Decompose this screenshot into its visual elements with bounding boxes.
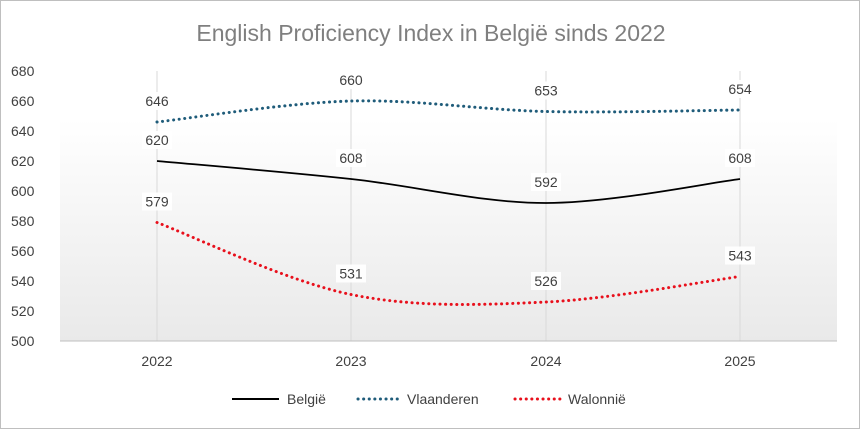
svg-text:608: 608 [728,150,752,166]
svg-text:608: 608 [339,150,363,166]
y-tick-label-520: 520 [11,303,35,319]
svg-text:620: 620 [145,132,169,148]
svg-text:592: 592 [534,174,558,190]
series-line-vlaanderen [155,99,742,124]
data-label-walonnie-2023: 531 [336,264,366,283]
svg-text:654: 654 [728,81,752,97]
data-label-walonnie-2022: 579 [142,192,172,211]
y-tick-label-680: 680 [11,63,35,79]
y-tick-label-660: 660 [11,93,35,109]
data-label-vlaanderen-2023: 660 [336,71,366,89]
svg-text:Walonnië: Walonnië [568,391,626,407]
data-label-belgie-2022: 620 [142,131,172,149]
data-label-vlaanderen-2022: 646 [142,92,172,110]
svg-text:543: 543 [728,248,752,264]
data-label-belgie-2024: 592 [531,173,561,191]
x-tick-label-2025: 2025 [724,353,755,369]
y-tick-label-500: 500 [11,333,35,349]
y-tick-label-560: 560 [11,243,35,259]
axis-layer: 2022 2023 2024 2025 500 520 540 560 580 600 620 640… [11,63,837,369]
y-tick-label-580: 580 [11,213,35,229]
x-tick-label-2023: 2023 [335,353,366,369]
legend-item-walonnie: Walonnië [513,391,626,407]
svg-text:België: België [287,391,326,407]
y-tick-label-540: 540 [11,273,35,289]
legend-item-belgie: België [232,391,326,407]
data-label-belgie-2023: 608 [336,149,366,167]
data-label-walonnie-2024: 526 [531,272,561,290]
data-label-vlaanderen-2025: 654 [725,80,755,98]
svg-text:660: 660 [339,72,363,88]
y-tick-label-600: 600 [11,183,35,199]
svg-text:526: 526 [534,273,558,289]
svg-text:531: 531 [339,266,363,282]
y-tick-label-620: 620 [11,153,35,169]
legend-item-vlaanderen: Vlaanderen [356,391,479,407]
data-label-vlaanderen-2024: 653 [531,81,561,100]
data-label-layer: 620 608 592 608 646 660 653 654 579 531 526 543 [142,71,755,290]
svg-text:Vlaanderen: Vlaanderen [407,391,479,407]
plot-area-background [60,119,837,341]
grid-layer [156,71,741,341]
legend: België Vlaanderen Walonnië [232,391,626,407]
data-label-walonnie-2025: 543 [725,246,755,265]
svg-text:579: 579 [145,194,169,210]
x-tick-label-2022: 2022 [141,353,172,369]
svg-text:646: 646 [145,93,169,109]
chart-title: English Proficiency Index in België sind… [196,20,665,46]
data-label-belgie-2025: 608 [725,149,755,167]
series-layer [155,99,742,306]
x-tick-label-2024: 2024 [530,353,561,369]
series-line-belgie [156,160,741,204]
y-tick-label-640: 640 [11,123,35,139]
svg-text:653: 653 [534,83,558,99]
